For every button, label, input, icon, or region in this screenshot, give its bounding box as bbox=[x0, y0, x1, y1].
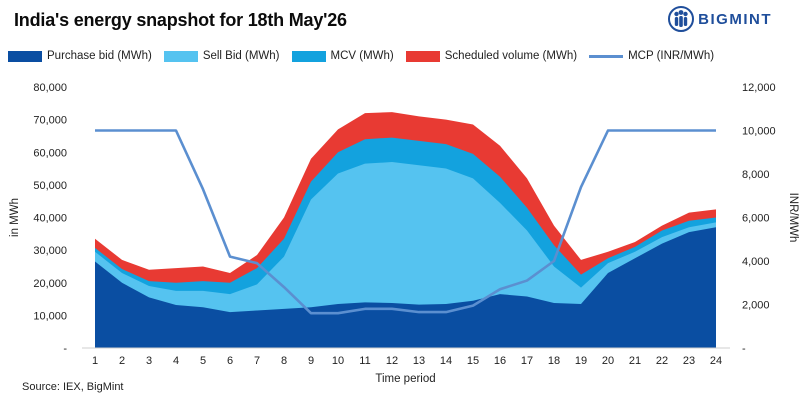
y2-tick-label: 2,000 bbox=[742, 300, 770, 312]
y-tick-label: 30,000 bbox=[33, 245, 67, 257]
x-tick-label: 23 bbox=[683, 355, 695, 367]
y2-tick-label: - bbox=[742, 343, 746, 355]
x-tick-label: 16 bbox=[494, 355, 506, 367]
x-tick-label: 3 bbox=[146, 355, 152, 367]
chart-title: India's energy snapshot for 18th May'26 bbox=[14, 10, 347, 30]
x-tick-label: 2 bbox=[119, 355, 125, 367]
x-tick-label: 10 bbox=[332, 355, 344, 367]
legend-item-mcv: MCV (MWh) bbox=[291, 50, 394, 62]
x-tick-label: 4 bbox=[173, 355, 179, 367]
x-tick-label: 14 bbox=[440, 355, 452, 367]
legend-swatch-scheduled-volume bbox=[405, 50, 440, 62]
area-purchase-bid bbox=[95, 227, 716, 348]
legend-label-purchase-bid: Purchase bid (MWh) bbox=[47, 50, 152, 62]
legend-item-mcp: MCP (INR/MWh) bbox=[589, 50, 714, 62]
x-tick-label: 15 bbox=[467, 355, 479, 367]
legend-item-purchase-bid: Purchase bid (MWh) bbox=[8, 50, 152, 62]
legend-swatch-sell-bid bbox=[163, 50, 198, 62]
legend-swatch-mcp bbox=[589, 54, 624, 58]
y2-tick-label: 12,000 bbox=[742, 82, 776, 94]
source-note: Source: IEX, BigMint bbox=[22, 381, 124, 393]
y-tick-label: - bbox=[63, 343, 67, 355]
brand-logo-text: BIGMINT bbox=[698, 10, 772, 28]
y-axis-title: in MWh bbox=[9, 198, 21, 237]
y-tick-label: 40,000 bbox=[33, 213, 67, 225]
legend-item-sell-bid: Sell Bid (MWh) bbox=[163, 50, 280, 62]
chart-legend: Purchase bid (MWh) Sell Bid (MWh) MCV (M… bbox=[8, 50, 726, 62]
legend-label-mcp: MCP (INR/MWh) bbox=[628, 50, 715, 62]
area-sell-bid bbox=[95, 162, 716, 348]
y-tick-label: 60,000 bbox=[33, 147, 67, 159]
legend-label-sell-bid: Sell Bid (MWh) bbox=[202, 50, 280, 62]
x-tick-label: 18 bbox=[548, 355, 560, 367]
x-tick-label: 21 bbox=[629, 355, 641, 367]
y2-tick-label: 10,000 bbox=[742, 126, 776, 138]
x-tick-label: 5 bbox=[200, 355, 206, 367]
legend-swatch-mcv bbox=[291, 50, 326, 62]
bigmint-people-icon bbox=[668, 6, 695, 32]
x-tick-label: 8 bbox=[281, 355, 287, 367]
y-tick-label: 20,000 bbox=[33, 278, 67, 290]
legend-label-scheduled-volume: Scheduled volume (MWh) bbox=[444, 50, 578, 62]
y2-tick-label: 8,000 bbox=[742, 169, 770, 181]
y2-axis-title: INR/MWh bbox=[787, 193, 799, 243]
legend-swatch-purchase-bid bbox=[8, 50, 42, 62]
legend-item-scheduled-volume: Scheduled volume (MWh) bbox=[405, 50, 578, 62]
y2-tick-label: 4,000 bbox=[742, 256, 770, 268]
x-tick-label: 1 bbox=[92, 355, 98, 367]
x-tick-label: 7 bbox=[254, 355, 260, 367]
x-tick-label: 22 bbox=[656, 355, 668, 367]
y2-tick-label: 6,000 bbox=[742, 213, 770, 225]
line-mcp bbox=[95, 129, 716, 315]
x-tick-label: 19 bbox=[575, 355, 587, 367]
x-tick-label: 9 bbox=[308, 355, 314, 367]
x-tick-label: 6 bbox=[227, 355, 233, 367]
y-tick-label: 50,000 bbox=[33, 180, 67, 192]
x-tick-label: 20 bbox=[602, 355, 614, 367]
x-tick-label: 11 bbox=[359, 355, 370, 367]
brand-logo: BIGMINT bbox=[668, 6, 772, 32]
y-tick-label: 70,000 bbox=[33, 115, 67, 127]
x-tick-label: 13 bbox=[413, 355, 425, 367]
x-tick-label: 12 bbox=[386, 355, 398, 367]
legend-label-mcv: MCV (MWh) bbox=[330, 50, 394, 62]
x-tick-label: 17 bbox=[521, 355, 533, 367]
x-axis-title: Time period bbox=[375, 373, 435, 385]
x-tick-label: 24 bbox=[710, 355, 722, 367]
y-tick-label: 80,000 bbox=[33, 82, 67, 94]
y-tick-label: 10,000 bbox=[33, 310, 67, 322]
